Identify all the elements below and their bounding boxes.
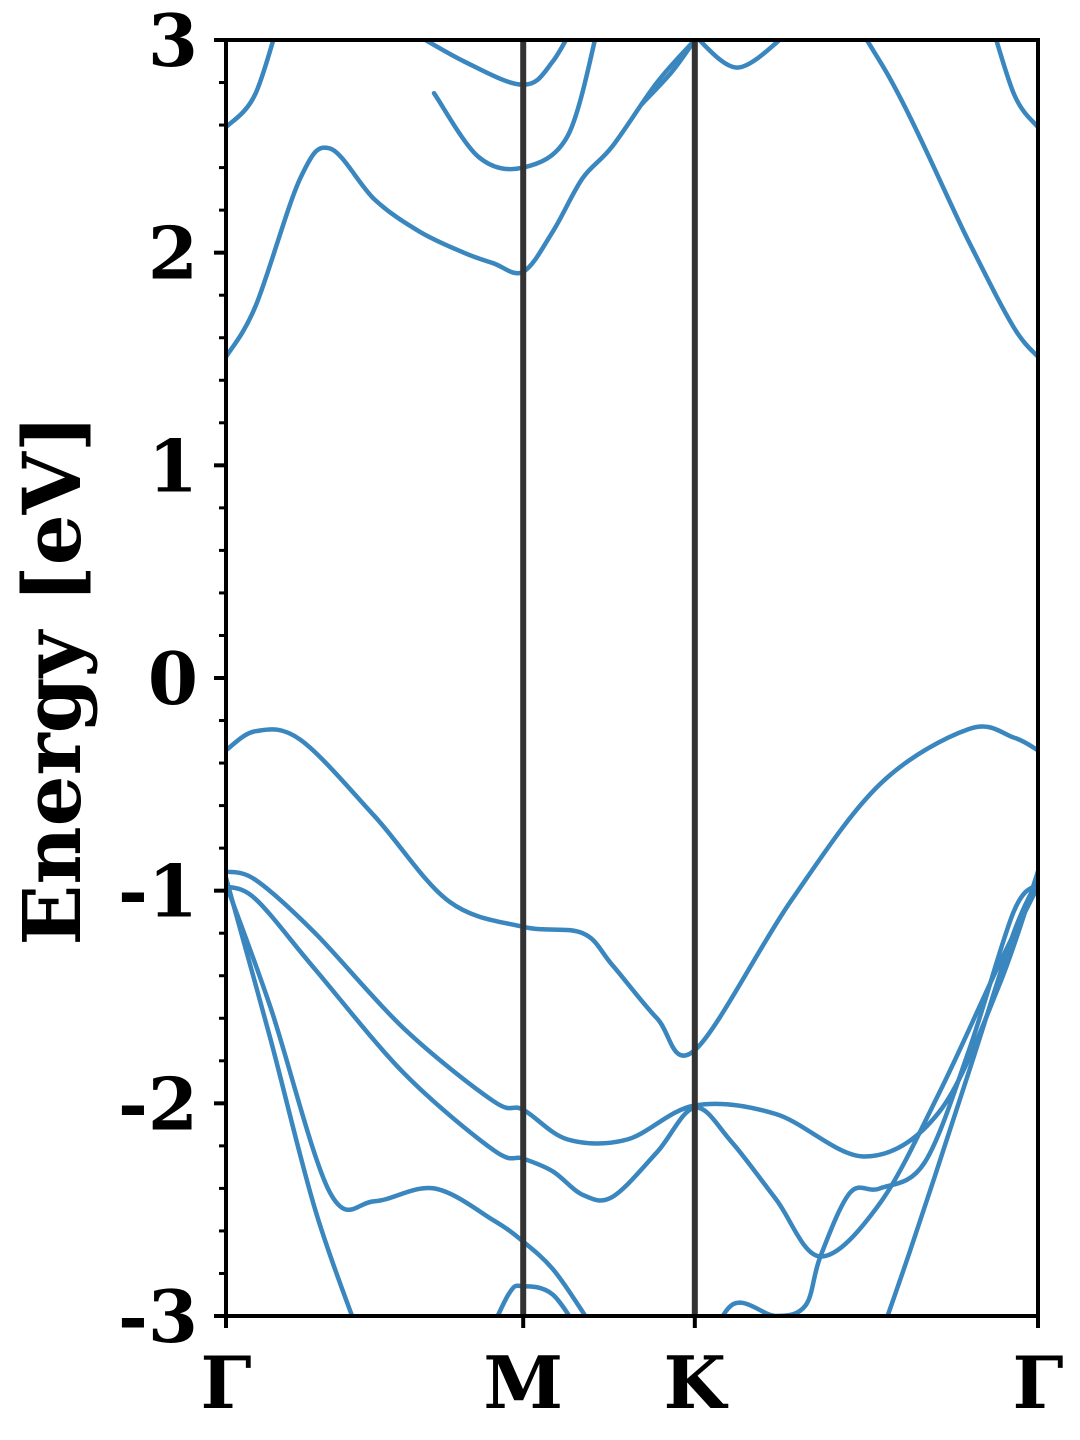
y-tick-label: 1 — [148, 423, 198, 508]
y-tick-label: 3 — [148, 0, 198, 83]
y-tick-label: -1 — [118, 849, 198, 934]
band-line-15 — [696, 40, 783, 70]
band-line-12 — [993, 40, 1038, 130]
band-line-2 — [226, 869, 1038, 1159]
band-line-11 — [226, 40, 276, 130]
band-line-10 — [431, 40, 598, 172]
band-line-8 — [226, 40, 698, 360]
band-line-4 — [226, 882, 1038, 1316]
band-lines — [226, 40, 1038, 1316]
y-tick-label: 0 — [148, 636, 198, 721]
y-tick-label: -3 — [118, 1274, 198, 1359]
band-line-13 — [420, 40, 569, 87]
kpoint-dividers — [520, 40, 698, 1316]
x-tick-label: Γ — [200, 1340, 251, 1425]
x-tick-label: Γ — [1012, 1340, 1063, 1425]
band-line-5 — [226, 875, 355, 1316]
y-tick-label: 2 — [148, 211, 198, 296]
y-axis-ticks: 3 2 1 0 -1 -2 -3 — [118, 0, 226, 1359]
band-line-14 — [639, 40, 698, 107]
band-line-6 — [885, 877, 1038, 1316]
y-tick-label: -2 — [118, 1061, 198, 1146]
y-axis-label: Energy [eV] — [5, 414, 99, 945]
x-tick-label: M — [483, 1340, 563, 1425]
band-line-1 — [226, 724, 1038, 1058]
band-line-9 — [692, 40, 1038, 360]
band-line-3 — [226, 884, 1038, 1259]
plot-frame — [224, 38, 1040, 1318]
x-tick-label: K — [664, 1340, 729, 1425]
